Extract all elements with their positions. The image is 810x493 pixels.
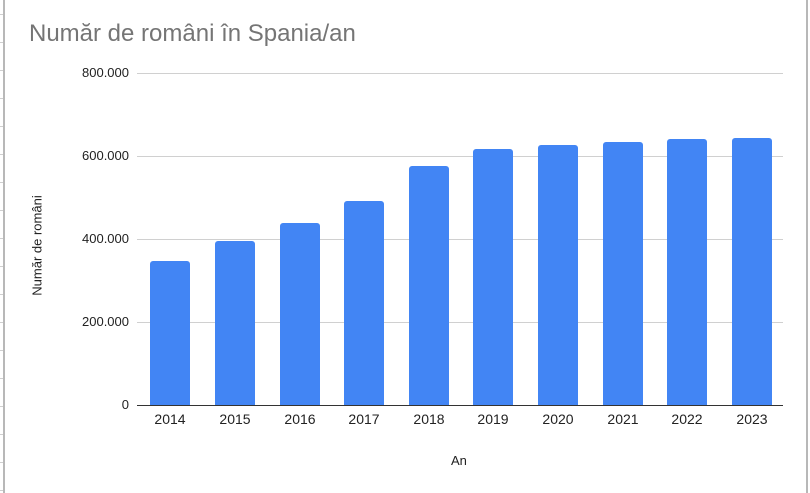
ruler-tick [0,126,3,127]
y-tick-label: 600.000 [82,148,129,163]
bar-2017[interactable] [344,201,384,405]
ruler-tick [0,406,3,407]
bar-2021[interactable] [603,142,643,405]
x-tick-label: 2019 [477,411,509,427]
left-frame-border [3,0,5,493]
x-tick-label: 2017 [348,411,380,427]
x-tick-label: 2021 [607,411,639,427]
ruler-tick [0,350,3,351]
gridline [137,73,783,74]
bar-2014[interactable] [150,261,190,405]
ruler-tick [0,266,3,267]
y-tick-label: 0 [121,397,129,412]
y-tick-label: 200.000 [82,314,129,329]
y-tick-label: 800.000 [82,65,129,80]
x-tick-label: 2018 [413,411,445,427]
ruler-tick [0,322,3,323]
ruler-tick [0,98,3,99]
bar-2019[interactable] [473,149,513,405]
x-tick-label: 2020 [542,411,574,427]
ruler-tick [0,182,3,183]
y-axis-title: Număr de români [29,195,45,296]
chart-title: Număr de români în Spania/an [29,20,356,47]
gridline [137,156,783,157]
x-axis-line [137,405,783,406]
right-frame-border [806,0,808,493]
ruler-tick [0,434,3,435]
bar-2023[interactable] [732,138,772,405]
gridline [137,239,783,240]
bar-2018[interactable] [409,166,449,405]
ruler-tick [0,294,3,295]
x-tick-label: 2016 [284,411,316,427]
bar-2016[interactable] [280,223,320,405]
bar-2020[interactable] [538,145,578,405]
bar-2015[interactable] [215,241,255,405]
x-axis-title: An [451,453,467,468]
ruler-tick [0,14,3,15]
bar-2022[interactable] [667,139,707,405]
ruler-tick [0,70,3,71]
x-tick-label: 2022 [671,411,703,427]
gridline [137,322,783,323]
x-tick-label: 2014 [154,411,186,427]
x-tick-label: 2015 [219,411,251,427]
ruler-tick [0,154,3,155]
x-tick-label: 2023 [736,411,768,427]
ruler-tick [0,42,3,43]
ruler-tick [0,378,3,379]
y-tick-label: 400.000 [82,231,129,246]
ruler-tick [0,210,3,211]
ruler-tick [0,490,3,491]
ruler-tick [0,238,3,239]
ruler-tick [0,462,3,463]
